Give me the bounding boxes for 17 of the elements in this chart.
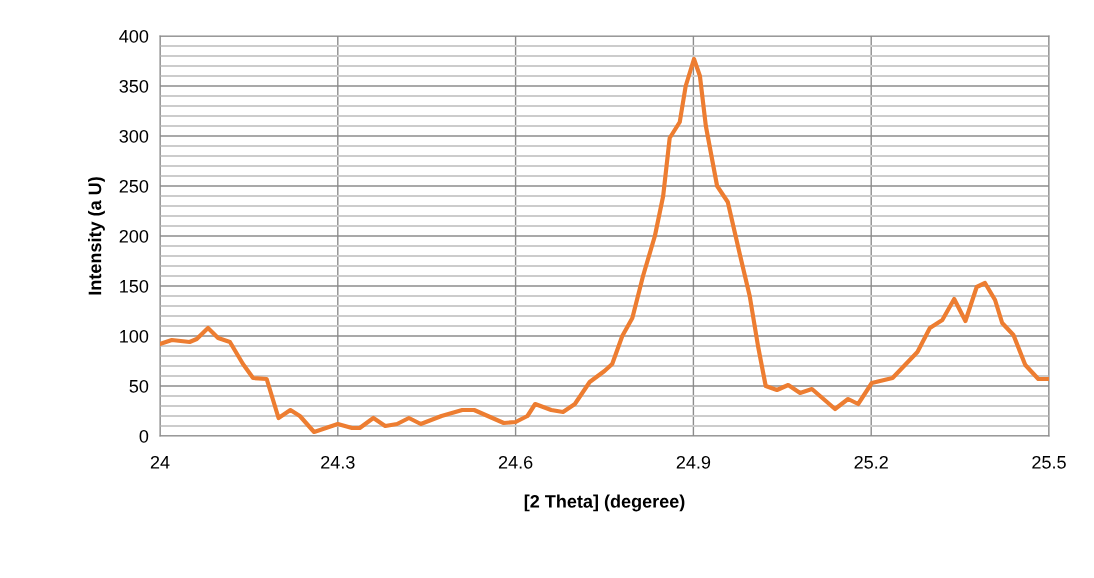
x-axis-title: [2 Theta] (degeree) — [524, 494, 685, 512]
x-tick-label: 24.6 — [498, 455, 533, 469]
x-tick-label: 24 — [150, 455, 170, 469]
y-tick-label: 350 — [119, 79, 149, 93]
y-tick-label: 100 — [120, 329, 149, 343]
y-tick-label: 200 — [119, 229, 149, 243]
y-tick-label: 400 — [119, 29, 149, 43]
y-tick-label: 0 — [139, 429, 149, 443]
y-tick-label: 50 — [129, 379, 149, 393]
x-tick-label: 24.3 — [321, 455, 355, 469]
x-tick-label: 25.2 — [854, 455, 888, 469]
y-tick-label: 250 — [119, 179, 149, 193]
y-tick-label: 150 — [120, 279, 149, 293]
y-tick-label: 300 — [119, 129, 149, 143]
y-axis-title: Intensity (a U) — [88, 177, 105, 295]
x-tick-label: 24.9 — [676, 455, 711, 469]
x-tick-label: 25.5 — [1032, 455, 1066, 469]
